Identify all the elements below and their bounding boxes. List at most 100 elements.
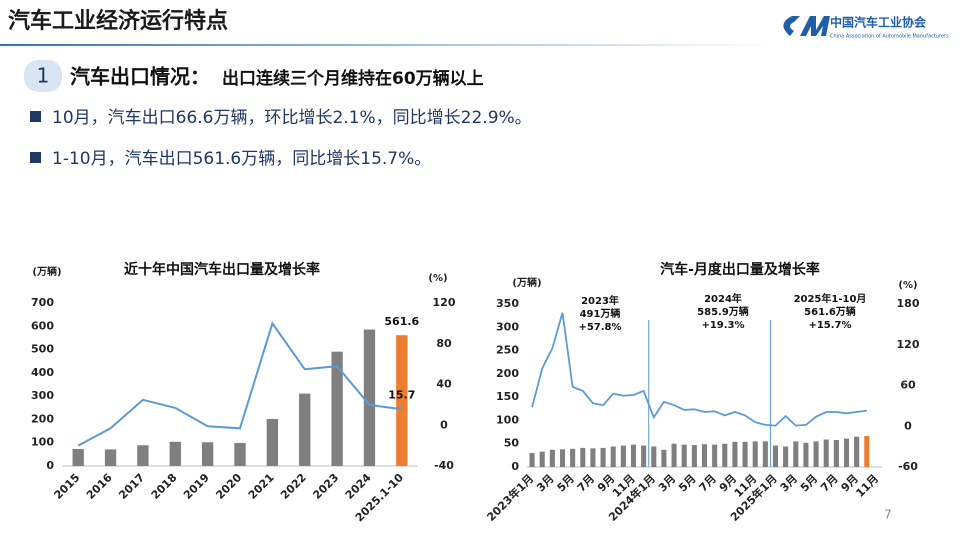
- y-tick-label: 150: [496, 390, 519, 403]
- data-label: 15.7: [388, 388, 415, 401]
- annotation: +19.3%: [701, 320, 744, 331]
- bar: [732, 441, 738, 467]
- x-tick-label: 2023: [310, 471, 341, 502]
- y-tick-label: 250: [496, 344, 519, 357]
- page-number: 7: [884, 508, 892, 522]
- bullet: 10月，汽车出口66.6万辆，环比增长2.1%，同比增长22.9%。: [52, 108, 532, 128]
- bar: [539, 451, 545, 467]
- y-tick-label: 350: [496, 297, 519, 310]
- bullet: 1-10月，汽车出口561.6万辆，同比增长15.7%。: [52, 149, 431, 169]
- x-tick-label: 2021: [246, 471, 277, 502]
- bar: [854, 436, 860, 467]
- x-tick-label: 3月: [534, 472, 556, 494]
- bar: [570, 448, 576, 467]
- bar: [843, 438, 850, 467]
- bar: [299, 393, 311, 466]
- chart-title: 近十年中国汽车出口量及增长率: [124, 261, 320, 278]
- bar: [793, 441, 799, 467]
- bar: [630, 444, 637, 467]
- bar: [712, 444, 718, 467]
- section-number: 1: [37, 64, 50, 88]
- logo-cn: 中国汽车工业协会: [830, 15, 927, 30]
- y2-tick-label: 0: [440, 418, 448, 431]
- bar: [651, 446, 657, 467]
- bar: [396, 335, 408, 466]
- bar: [803, 442, 809, 467]
- annotation: 2025年1-10月: [794, 292, 867, 305]
- y-tick-label: 0: [46, 459, 54, 472]
- x-tick-label: 2015: [52, 471, 83, 502]
- annotation: 491万辆: [580, 307, 621, 320]
- y2-tick-label: 40: [436, 378, 452, 391]
- bar: [691, 445, 697, 467]
- bar: [823, 439, 829, 467]
- x-tick-label: 2020: [213, 471, 244, 502]
- y2-axis-label: (%): [898, 280, 917, 291]
- y2-tick-label: -40: [434, 459, 454, 472]
- x-tick-label: 7月: [818, 472, 840, 494]
- bullet-marker: [30, 152, 41, 163]
- y2-tick-label: 180: [897, 297, 920, 310]
- x-tick-label: 7月: [575, 472, 597, 494]
- bar: [363, 329, 376, 466]
- logo-mark: [783, 16, 830, 36]
- y-tick-label: 600: [31, 319, 54, 332]
- bar: [549, 449, 555, 467]
- annotation: 2023年: [581, 294, 619, 307]
- y2-tick-label: 0: [904, 419, 912, 432]
- bar: [529, 453, 535, 467]
- y-tick-label: 200: [496, 367, 519, 380]
- bar: [559, 449, 566, 467]
- x-tick-label: 2022: [278, 471, 309, 502]
- y2-axis-label: (%): [428, 273, 447, 284]
- bar: [137, 445, 149, 466]
- x-tick-label: 5月: [555, 472, 577, 494]
- line: [531, 312, 867, 427]
- section-heading: 汽车出口情况：: [70, 65, 210, 89]
- y-axis-label: (万辆): [32, 265, 61, 278]
- bar: [600, 447, 606, 467]
- annotation: 561.6万辆: [804, 305, 856, 318]
- chart-title: 汽车-月度出口量及增长率: [660, 261, 820, 278]
- bar: [864, 435, 870, 467]
- bar: [752, 441, 758, 467]
- annotation: +57.8%: [578, 322, 621, 333]
- x-tick-label: 7月: [697, 472, 719, 494]
- bar: [701, 444, 708, 467]
- slide-title: 汽车工业经济运行特点: [8, 8, 228, 34]
- x-tick-label: 2023年1月: [484, 471, 537, 524]
- y-tick-label: 500: [31, 343, 54, 356]
- annotation: 585.9万辆: [697, 305, 749, 318]
- bar: [762, 441, 768, 467]
- data-label: 561.6: [384, 315, 419, 328]
- bar: [580, 447, 586, 467]
- bar: [671, 443, 677, 467]
- bar: [72, 449, 84, 466]
- y-axis-label: (万辆): [512, 276, 541, 289]
- bar: [331, 351, 343, 466]
- y-tick-label: 300: [31, 389, 54, 402]
- bar: [813, 441, 819, 467]
- y2-tick-label: 60: [900, 379, 916, 392]
- bar: [661, 449, 667, 467]
- annotation: 2024年: [704, 292, 742, 305]
- bar: [641, 445, 647, 467]
- y2-tick-label: 80: [436, 337, 452, 350]
- header-rule: [0, 44, 770, 46]
- bar: [742, 441, 748, 467]
- bar: [681, 444, 687, 467]
- logo-en: China Association of Automobile Manufact…: [830, 34, 949, 40]
- x-tick-label: 5月: [798, 472, 820, 494]
- y-tick-label: 100: [31, 436, 54, 449]
- bar: [201, 442, 214, 466]
- line: [77, 321, 402, 447]
- section-subheading: 出口连续三个月维持在60万辆以上: [222, 68, 484, 89]
- bar: [104, 449, 117, 466]
- y-tick-label: 100: [496, 413, 519, 426]
- bullet-marker: [30, 111, 41, 122]
- x-tick-label: 3月: [778, 472, 800, 494]
- y-tick-label: 0: [511, 460, 519, 473]
- x-tick-label: 2018: [149, 471, 180, 502]
- y-tick-label: 400: [31, 366, 54, 379]
